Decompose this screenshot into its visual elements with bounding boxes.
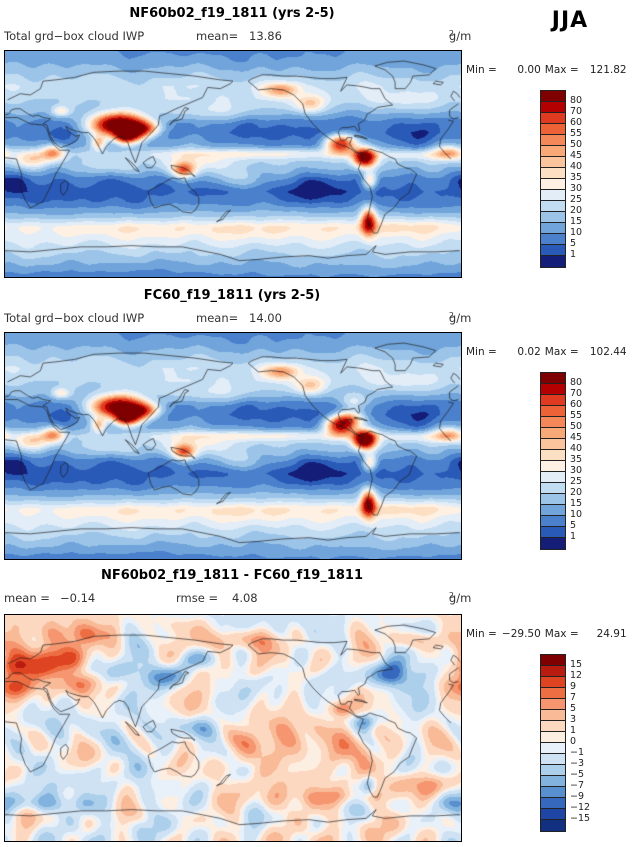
mean-label-3: mean = [4,591,50,605]
min-value: 0.00 [517,64,541,76]
stats-line-2: Total grd−box cloud IWP mean= 14.00 g/m 2 [4,311,472,326]
colorbar-labels-2: 80 70 60 55 50 45 40 35 30 25 20 15 10 5 1 [570,377,583,542]
colorbar-labels-3: 15 12 9 7 5 3 1 0 −1 −3 −5 −7 −9 −12 −15 [570,659,591,824]
variable-label-1: Total grd−box cloud IWP [4,29,145,43]
map-title-3: NF60b02_f19_1811 - FC60_f19_1811 [100,568,364,583]
map-canvas-3 [4,614,462,842]
units-label-2: g/m 2 [448,311,472,325]
map-title-1: NF60b02_f19_1811 (yrs 2-5) [129,6,335,21]
min-value: 0.02 [517,346,541,358]
mean-value-3: −0.14 [60,591,96,605]
min-label: Min = [466,628,497,640]
min-label: Min = [466,346,497,358]
max-label: Max = [544,346,579,358]
minmax-line-2: Min = 0.02 Max = 102.44 [466,346,642,358]
max-label: Max = [544,64,579,76]
map-canvas-1 [4,50,462,278]
rmse-value: 4.08 [232,591,258,605]
minmax-line-3: Min = −29.50 Max = 24.91 [466,628,642,640]
minmax-line-1: Min = 0.00 Max = 121.82 [466,64,642,76]
min-value: −29.50 [501,628,541,640]
mean-value-2: 14.00 [249,311,282,325]
max-value: 121.82 [589,64,627,76]
stats-line-3: mean = −0.14 rmse = 4.08 g/m 2 [4,591,472,606]
units-label-3: g/m 2 [448,591,472,605]
season-label: JJA [551,8,589,33]
max-value: 24.91 [596,628,627,640]
rmse-label: rmse = [176,591,219,605]
map-title-2: FC60_f19_1811 (yrs 2-5) [143,288,321,303]
variable-label-2: Total grd−box cloud IWP [4,311,145,325]
mean-value-1: 13.86 [249,29,282,43]
max-value: 102.44 [589,346,627,358]
min-label: Min = [466,64,497,76]
stats-line-1: Total grd−box cloud IWP mean= 13.86 g/m 2 [4,29,472,44]
colorbar-1 [540,90,566,268]
colorbar-labels-1: 80 70 60 55 50 45 40 35 30 25 20 15 10 5 1 [570,95,583,260]
map-canvas-2 [4,332,462,560]
mean-label-2: mean= [196,311,239,325]
colorbar-2 [540,372,566,550]
mean-label-1: mean= [196,29,239,43]
max-label: Max = [544,628,579,640]
units-label-1: g/m 2 [448,29,472,43]
colorbar-3 [540,654,566,832]
